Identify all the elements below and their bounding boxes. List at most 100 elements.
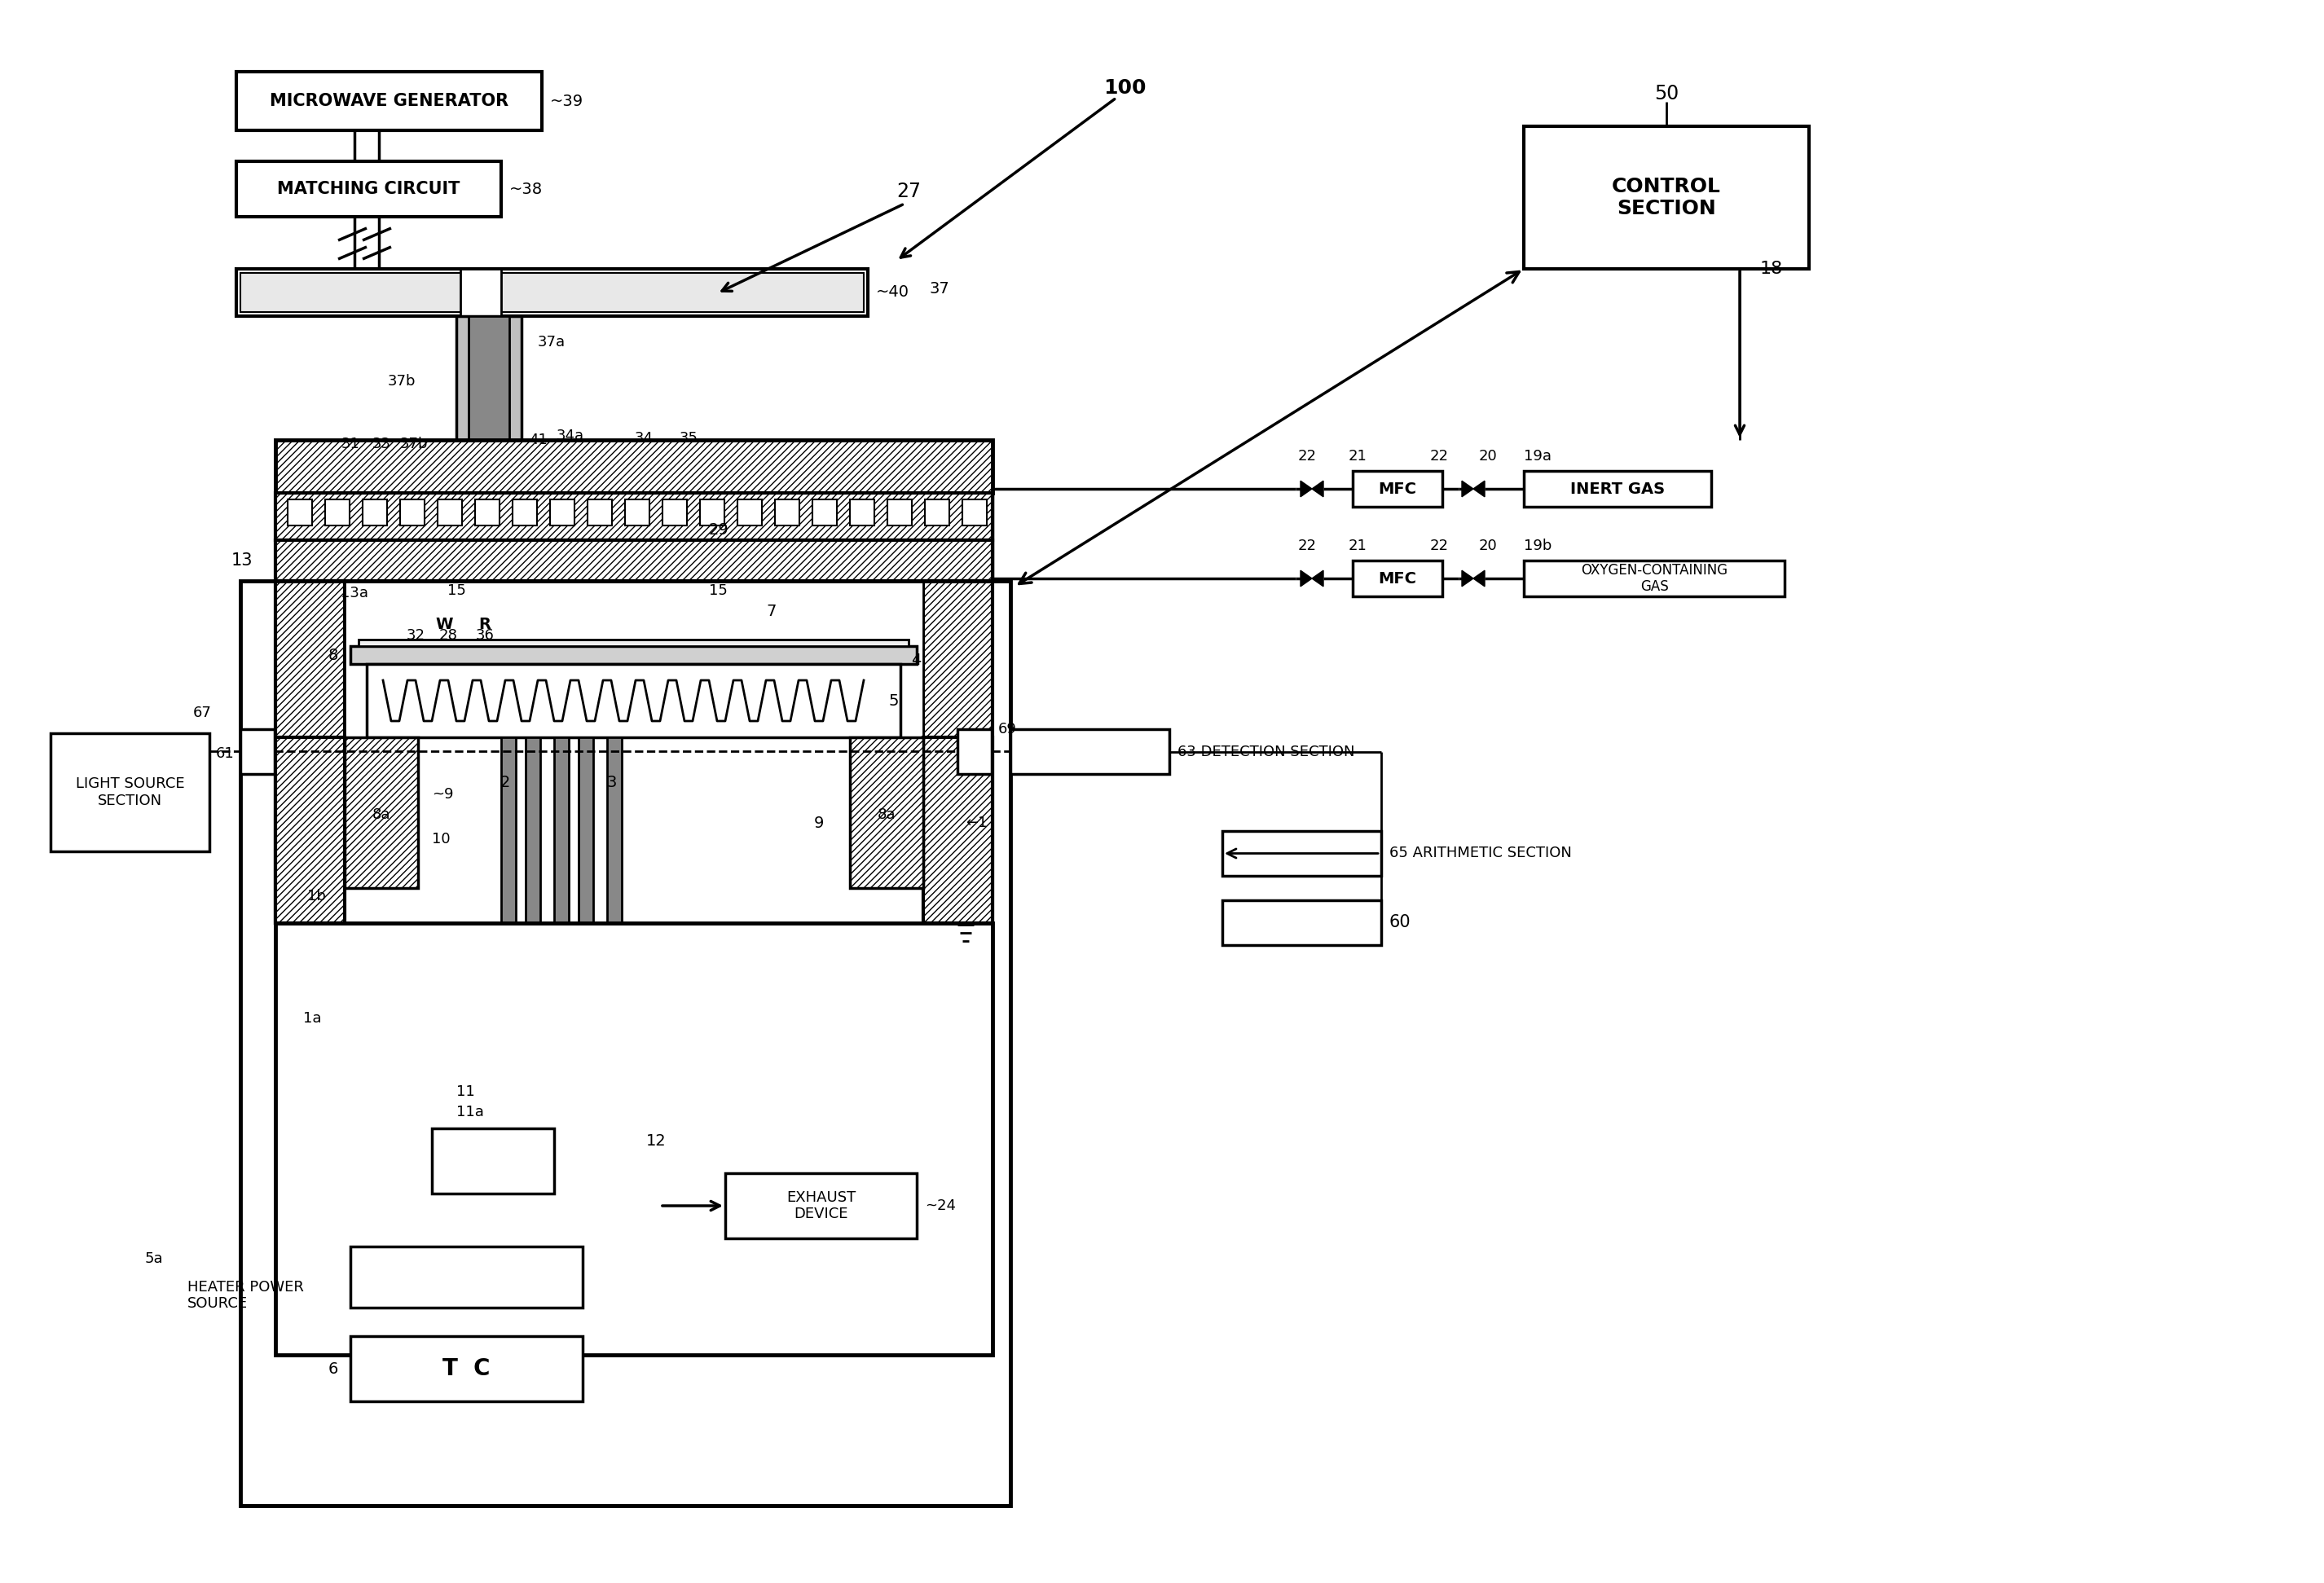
Text: 37b: 37b	[400, 437, 428, 451]
Bar	[588, 499, 611, 526]
Bar	[363, 499, 388, 526]
Text: 5a: 5a	[144, 1252, 163, 1266]
Bar	[344, 738, 418, 888]
Text: 22: 22	[1299, 538, 1318, 552]
Text: 15: 15	[446, 584, 465, 598]
Text: 4: 4	[911, 652, 920, 668]
Text: T  C: T C	[442, 1357, 490, 1380]
Text: R: R	[479, 616, 490, 632]
Text: ~38: ~38	[509, 182, 544, 196]
Text: MATCHING CIRCUIT: MATCHING CIRCUIT	[277, 180, 460, 198]
Text: 32: 32	[407, 628, 425, 643]
Text: 11a: 11a	[456, 1105, 483, 1119]
Bar	[725, 1173, 916, 1238]
Text: 20: 20	[1478, 538, 1497, 552]
Text: 21: 21	[1348, 450, 1367, 464]
Bar	[925, 499, 948, 526]
Text: MFC: MFC	[1378, 571, 1418, 586]
Text: 31: 31	[342, 437, 360, 451]
Bar	[607, 738, 623, 981]
Text: 12: 12	[646, 1133, 667, 1148]
Bar	[851, 499, 874, 526]
Bar	[358, 640, 909, 646]
Text: 21: 21	[1348, 538, 1367, 552]
Text: ~24: ~24	[925, 1198, 955, 1213]
Bar	[923, 738, 992, 923]
Bar	[456, 317, 521, 442]
Text: 28: 28	[439, 628, 458, 643]
Text: 35: 35	[679, 431, 697, 446]
Bar	[813, 499, 837, 526]
Bar	[469, 317, 509, 475]
Text: 20: 20	[1478, 450, 1497, 464]
Text: 67: 67	[193, 706, 211, 720]
Text: 13a: 13a	[342, 586, 367, 600]
Text: ~39: ~39	[551, 93, 583, 109]
Bar	[277, 923, 992, 1355]
Bar	[737, 499, 762, 526]
Text: 100: 100	[1104, 78, 1146, 98]
Text: 8a: 8a	[878, 807, 895, 822]
Text: 63 DETECTION SECTION: 63 DETECTION SECTION	[1178, 744, 1355, 758]
Text: 15: 15	[709, 584, 727, 598]
Text: 36: 36	[476, 628, 495, 643]
Text: LIGHT SOURCE
SECTION: LIGHT SOURCE SECTION	[74, 777, 184, 807]
Bar	[1011, 730, 1169, 774]
Polygon shape	[1313, 481, 1322, 497]
Bar	[237, 71, 541, 130]
Bar	[700, 499, 725, 526]
Polygon shape	[1462, 481, 1473, 497]
Bar	[851, 738, 923, 888]
Bar	[474, 499, 500, 526]
Bar	[551, 499, 574, 526]
Bar	[1525, 470, 1710, 507]
Bar	[400, 499, 425, 526]
Text: 37a: 37a	[537, 336, 565, 350]
Text: 6: 6	[328, 1361, 339, 1377]
Bar	[239, 730, 274, 774]
Text: 5: 5	[888, 693, 899, 709]
Text: 27: 27	[897, 182, 920, 201]
Bar	[1222, 831, 1380, 875]
Text: 60: 60	[1390, 915, 1411, 931]
Text: 2: 2	[500, 774, 511, 790]
Bar	[962, 499, 988, 526]
Text: 22: 22	[1429, 538, 1448, 552]
Text: 19b: 19b	[1525, 538, 1552, 552]
Text: 34: 34	[634, 431, 653, 446]
Text: ←1: ←1	[964, 815, 988, 829]
Bar	[553, 738, 569, 981]
Text: ~9: ~9	[432, 787, 453, 801]
Bar	[514, 499, 537, 526]
Text: 61: 61	[216, 746, 235, 761]
Text: 22: 22	[1429, 450, 1448, 464]
Bar	[351, 1246, 583, 1308]
Text: 13: 13	[230, 552, 253, 568]
Text: 65 ARITHMETIC SECTION: 65 ARITHMETIC SECTION	[1390, 845, 1571, 861]
Bar	[1525, 560, 1785, 597]
Text: 1a: 1a	[304, 1012, 321, 1026]
Polygon shape	[1301, 481, 1313, 497]
Text: EXHAUST
DEVICE: EXHAUST DEVICE	[786, 1190, 855, 1222]
Text: INERT GAS: INERT GAS	[1571, 481, 1664, 497]
Text: CONTROL
SECTION: CONTROL SECTION	[1613, 176, 1722, 218]
Bar	[1353, 470, 1443, 507]
Text: 29: 29	[709, 522, 730, 537]
Bar	[51, 733, 209, 852]
Bar	[432, 1129, 553, 1194]
Bar	[239, 581, 1011, 1505]
Bar	[579, 738, 593, 981]
Bar	[351, 1336, 583, 1401]
Bar	[277, 492, 992, 540]
Text: 7: 7	[767, 603, 776, 619]
Bar	[662, 499, 688, 526]
Text: 34a: 34a	[555, 429, 583, 443]
Text: 19a: 19a	[1525, 450, 1552, 464]
Polygon shape	[1313, 570, 1322, 586]
Bar	[1222, 901, 1380, 945]
Bar	[888, 499, 911, 526]
Text: 50: 50	[1655, 84, 1678, 103]
Text: 18: 18	[1759, 261, 1783, 277]
Text: MFC: MFC	[1378, 481, 1418, 497]
Bar	[237, 269, 867, 317]
